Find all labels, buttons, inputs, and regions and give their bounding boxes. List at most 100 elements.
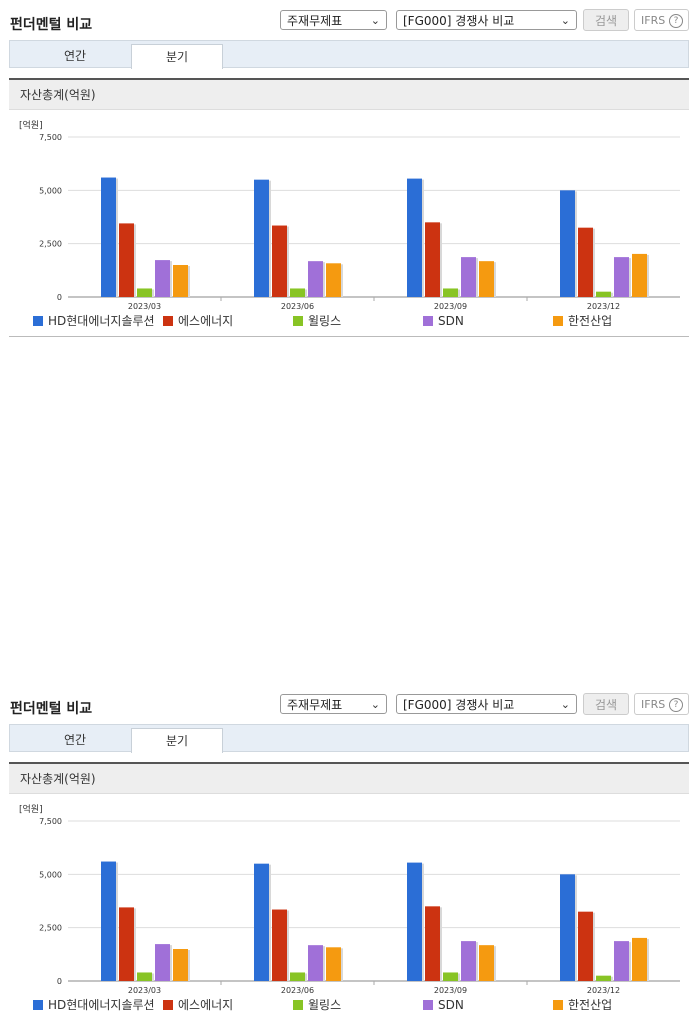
bar[interactable]: [272, 909, 287, 981]
bar[interactable]: [155, 944, 170, 981]
legend-swatch: [553, 1000, 563, 1010]
chevron-down-icon: ⌄: [560, 698, 570, 711]
bar[interactable]: [290, 288, 305, 297]
y-tick-label: 2,500: [39, 240, 62, 249]
period-tabs: 연간 분기: [9, 40, 689, 69]
search-button[interactable]: 검색: [583, 9, 629, 31]
help-icon: ?: [669, 698, 683, 712]
bar[interactable]: [101, 861, 116, 981]
legend-label: 에스에너지: [178, 998, 234, 1012]
bar[interactable]: [173, 265, 188, 297]
page-title: 펀더멘털 비교: [10, 701, 93, 717]
ifrs-button[interactable]: IFRS ?: [634, 693, 689, 715]
x-tick-label: 2023/06: [281, 302, 314, 311]
compare-group-select[interactable]: [FG000] 경쟁사 비교 ⌄: [396, 694, 577, 714]
chevron-down-icon: ⌄: [370, 698, 380, 711]
legend-swatch: [33, 1000, 43, 1010]
legend-swatch: [553, 316, 563, 326]
x-tick-label: 2023/12: [587, 302, 620, 311]
legend-item[interactable]: 한전산업: [553, 998, 612, 1012]
bar[interactable]: [425, 222, 440, 297]
search-button[interactable]: 검색: [583, 693, 629, 715]
bar[interactable]: [443, 972, 458, 981]
tab-quarterly[interactable]: 분기: [131, 44, 223, 69]
tab-annual[interactable]: 연간: [63, 733, 87, 747]
statement-type-value: 주재무제표: [287, 698, 343, 712]
bar[interactable]: [119, 907, 134, 981]
legend-item[interactable]: 윌링스: [293, 998, 341, 1012]
statement-type-select[interactable]: 주재무제표 ⌄: [280, 694, 387, 714]
legend-swatch: [293, 316, 303, 326]
bar[interactable]: [119, 223, 134, 297]
bar[interactable]: [461, 257, 476, 297]
bar[interactable]: [308, 945, 323, 981]
chart-legend: HD현대에너지솔루션 에스에너지 윌링스 SDN 한전산업: [0, 314, 696, 330]
compare-group-value: [FG000] 경쟁사 비교: [403, 14, 515, 28]
bar[interactable]: [290, 972, 305, 981]
bar[interactable]: [254, 179, 269, 297]
legend-swatch: [163, 316, 173, 326]
bar[interactable]: [326, 263, 341, 297]
statement-type-select[interactable]: 주재무제표 ⌄: [280, 10, 387, 30]
bar[interactable]: [137, 972, 152, 981]
bar[interactable]: [479, 945, 494, 981]
y-tick-label: 0: [57, 977, 62, 986]
bar[interactable]: [632, 937, 647, 981]
bar[interactable]: [155, 260, 170, 297]
y-tick-label: 7,500: [39, 817, 62, 826]
legend-item[interactable]: 한전산업: [553, 314, 612, 328]
bar[interactable]: [308, 261, 323, 297]
legend-item[interactable]: 에스에너지: [163, 998, 233, 1012]
legend-label: HD현대에너지솔루션: [48, 314, 155, 328]
tab-annual[interactable]: 연간: [63, 49, 87, 63]
bar[interactable]: [614, 257, 629, 297]
bar[interactable]: [596, 291, 611, 297]
y-tick-label: 0: [57, 293, 62, 302]
bar[interactable]: [560, 190, 575, 297]
bar[interactable]: [578, 227, 593, 297]
fundamental-panel-1: 펀더멘털 비교 주재무제표 ⌄ [FG000] 경쟁사 비교 ⌄ 검색 IFRS…: [0, 0, 696, 342]
bar[interactable]: [407, 178, 422, 297]
legend-label: SDN: [438, 998, 464, 1012]
x-tick-label: 2023/09: [434, 986, 467, 995]
bar[interactable]: [425, 906, 440, 981]
legend-item[interactable]: 윌링스: [293, 314, 341, 328]
bar[interactable]: [596, 975, 611, 981]
bar[interactable]: [101, 177, 116, 297]
compare-group-select[interactable]: [FG000] 경쟁사 비교 ⌄: [396, 10, 577, 30]
x-tick-label: 2023/12: [587, 986, 620, 995]
legend-label: 한전산업: [568, 998, 613, 1012]
page-title: 펀더멘털 비교: [10, 17, 93, 33]
bar[interactable]: [443, 288, 458, 297]
chevron-down-icon: ⌄: [560, 14, 570, 27]
x-tick-label: 2023/09: [434, 302, 467, 311]
legend-item[interactable]: HD현대에너지솔루션: [33, 998, 155, 1012]
legend-swatch: [423, 1000, 433, 1010]
bar[interactable]: [173, 949, 188, 981]
bar[interactable]: [254, 863, 269, 981]
total-assets-chart: 0 2,500 5,000 7,500 2023/03 2023/06 2023/09 202…: [39, 817, 680, 995]
tab-quarterly[interactable]: 분기: [131, 728, 223, 753]
legend-label: SDN: [438, 314, 464, 328]
fundamental-panel-2: 펀더멘털 비교 주재무제표 ⌄ [FG000] 경쟁사 비교 ⌄ 검색 IFRS…: [0, 342, 696, 1012]
bar[interactable]: [578, 911, 593, 981]
legend-item[interactable]: SDN: [423, 314, 464, 328]
bar[interactable]: [614, 941, 629, 981]
bar[interactable]: [461, 941, 476, 981]
statement-type-value: 주재무제표: [287, 14, 343, 28]
legend-item[interactable]: 에스에너지: [163, 314, 233, 328]
legend-swatch: [163, 1000, 173, 1010]
bar[interactable]: [632, 253, 647, 297]
bar[interactable]: [407, 862, 422, 981]
bar[interactable]: [326, 947, 341, 981]
bar[interactable]: [272, 225, 287, 297]
legend-item[interactable]: SDN: [423, 998, 464, 1012]
ifrs-button[interactable]: IFRS ?: [634, 9, 689, 31]
legend-item[interactable]: HD현대에너지솔루션: [33, 314, 155, 328]
y-tick-label: 7,500: [39, 133, 62, 142]
bar[interactable]: [137, 288, 152, 297]
bar[interactable]: [560, 874, 575, 981]
bar[interactable]: [479, 261, 494, 297]
chart-legend: HD현대에너지솔루션 에스에너지 윌링스 SDN 한전산업: [0, 998, 696, 1014]
x-tick-label: 2023/03: [128, 986, 161, 995]
